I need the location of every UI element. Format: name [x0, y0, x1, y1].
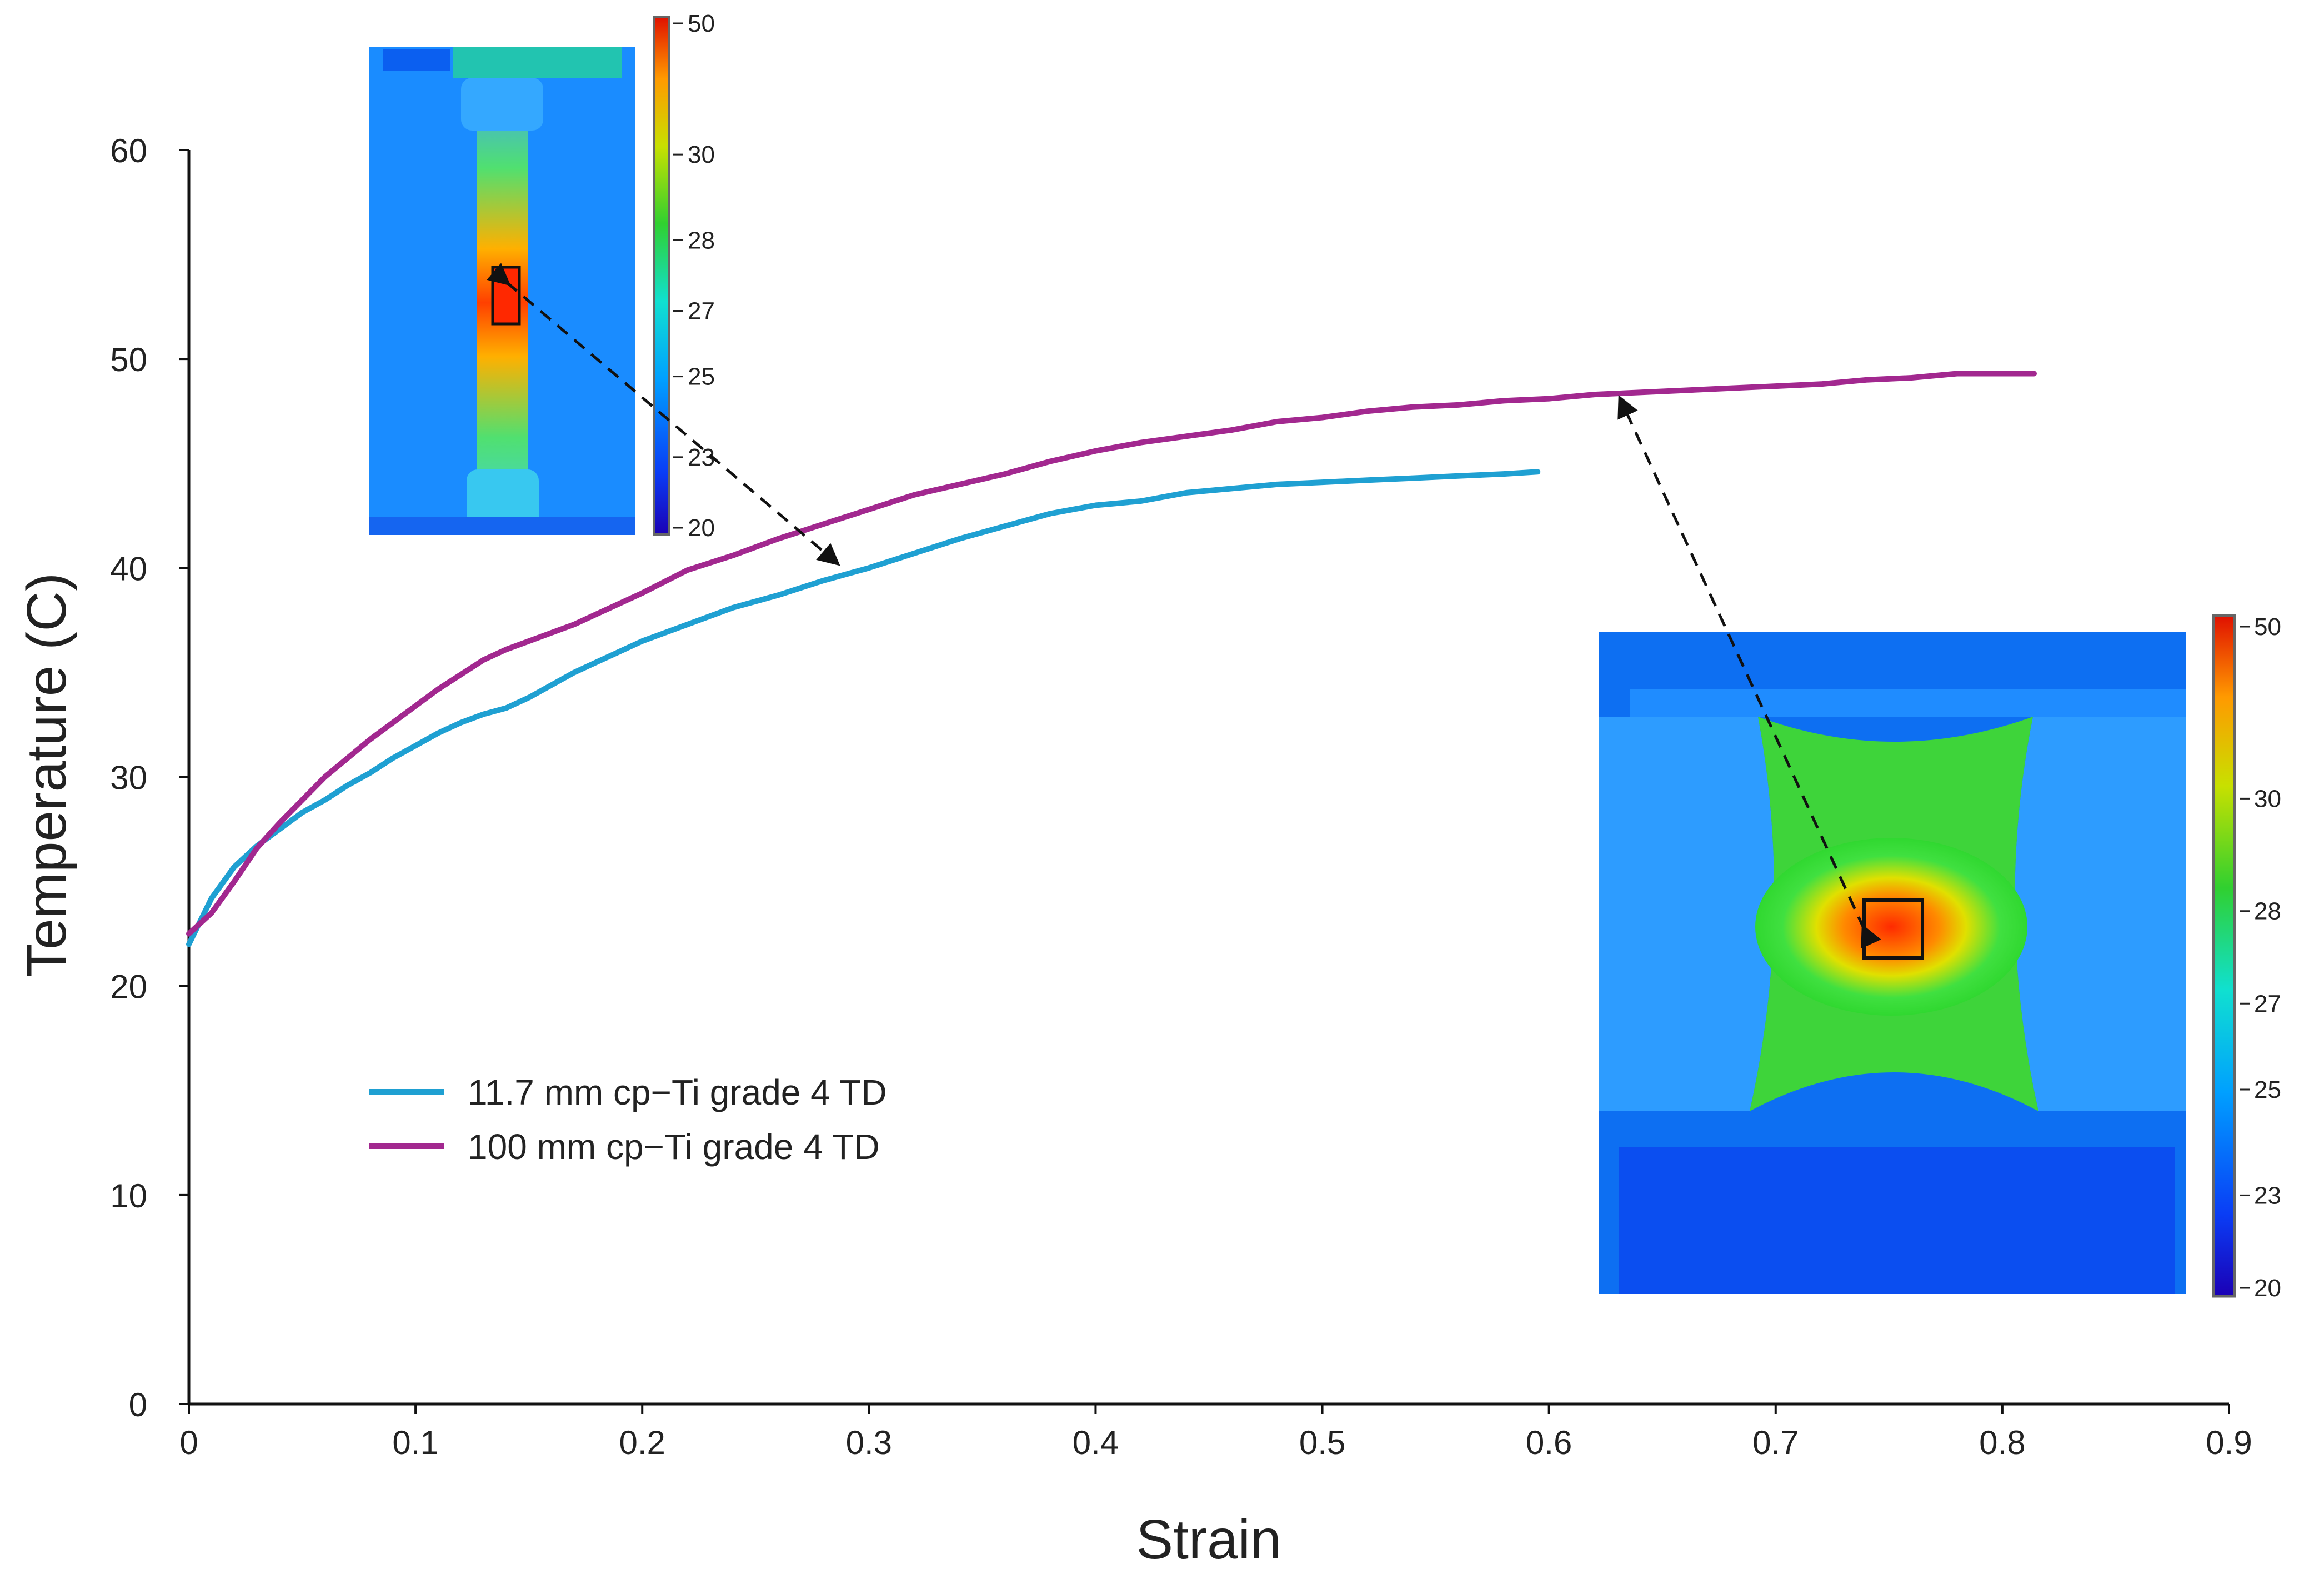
x-tick-label: 0.9: [2206, 1424, 2252, 1461]
colorbar-tick-label: 20: [688, 514, 715, 542]
colorbar-tick-label: 28: [2254, 898, 2281, 925]
y-tick-label: 30: [110, 759, 147, 797]
colorbar-tick-label: 25: [688, 363, 715, 391]
y-tick-label: 40: [110, 550, 147, 587]
legend-label-11-7mm: 11.7 mm cp−Ti grade 4 TD: [468, 1072, 887, 1112]
x-tick-label: 0.6: [1526, 1424, 1572, 1461]
colorbar-large-specimen: 50 30 28 27 25 23 20: [2212, 613, 2281, 1302]
colorbar-tick-label: 23: [2254, 1182, 2281, 1209]
x-tick-label: 0.5: [1299, 1424, 1345, 1461]
y-tick-label: 0: [129, 1386, 147, 1423]
colorbar-a-gradient: [653, 16, 670, 536]
colorbar-tick-label: 27: [2254, 990, 2281, 1017]
colorbar-tick-label: 28: [688, 227, 715, 254]
y-tick-label: 60: [110, 132, 147, 169]
legend-label-100mm: 100 mm cp−Ti grade 4 TD: [468, 1127, 880, 1167]
x-ticks: 0 0.1 0.2 0.3 0.4 0.5 0.6 0.7 0.8 0.9: [179, 1404, 2252, 1461]
colorbar-b-ticks: 50 30 28 27 25 23 20: [2240, 613, 2281, 1302]
y-tick-label: 50: [110, 341, 147, 378]
thermal-image-large-specimen: [1599, 632, 2186, 1294]
inset-a-top-grip: [453, 47, 622, 78]
x-tick-label: 0.1: [392, 1424, 438, 1461]
x-tick-label: 0: [179, 1424, 198, 1461]
annotation-arrow-large-to-curve: [1617, 394, 1881, 949]
y-axis-title: Temperature (C): [16, 573, 78, 977]
annotation-arrow-small-to-curve: [487, 263, 840, 566]
inset-a-top-grip-edge: [383, 49, 450, 71]
colorbar-b-gradient: [2212, 614, 2236, 1298]
series-line-1: [186, 371, 2037, 937]
x-tick-label: 0.8: [1979, 1424, 2025, 1461]
y-tick-label: 20: [110, 968, 147, 1006]
x-tick-label: 0.2: [619, 1424, 665, 1461]
colorbar-tick-label: 50: [2254, 613, 2281, 641]
colorbar-tick-label: 25: [2254, 1076, 2281, 1103]
x-axis-title: Strain: [1136, 1508, 1281, 1571]
thermal-image-small-specimen: [369, 47, 635, 535]
x-tick-label: 0.4: [1073, 1424, 1119, 1461]
colorbar-tick-label: 30: [2254, 785, 2281, 812]
y-tick-label: 10: [110, 1177, 147, 1215]
inset-b-right-grip: [2015, 717, 2186, 1111]
colorbar-tick-label: 27: [688, 298, 715, 325]
colorbar-tick-label: 20: [2254, 1275, 2281, 1302]
series-group: [186, 371, 2037, 947]
x-tick-label: 0.3: [846, 1424, 892, 1461]
inset-b-top-grip: [1630, 689, 2186, 717]
series-line-0: [186, 469, 1541, 947]
inset-b-hotspot: [1755, 838, 2027, 1016]
colorbar-tick-label: 30: [688, 141, 715, 168]
x-tick-label: 0.7: [1752, 1424, 1799, 1461]
inset-a-top-shoulder: [461, 78, 543, 131]
inset-a-bottom-grip: [369, 517, 635, 535]
colorbar-tick-label: 50: [688, 10, 715, 37]
inset-b-lower-block: [1619, 1147, 2175, 1294]
inset-b-left-grip: [1599, 717, 1775, 1111]
inset-a-measure-box: [491, 266, 521, 326]
legend: 11.7 mm cp−Ti grade 4 TD 100 mm cp−Ti gr…: [369, 1072, 887, 1167]
y-ticks: 0 10 20 30 40 50 60: [110, 132, 189, 1423]
